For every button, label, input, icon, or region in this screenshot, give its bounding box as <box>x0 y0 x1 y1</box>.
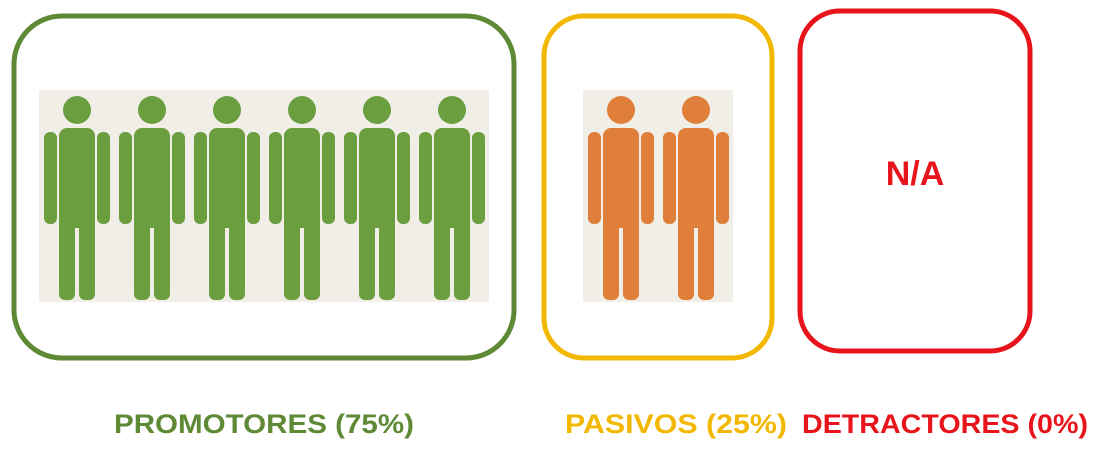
group-label: DETRACTORES (0%) <box>802 409 1088 439</box>
group-label: PASIVOS (25%) <box>565 409 787 439</box>
icon-panel <box>39 90 489 302</box>
group-label: PROMOTORES (75%) <box>114 409 414 439</box>
group-box <box>11 13 517 361</box>
empty-text: N/A <box>886 155 945 193</box>
group-box <box>797 8 1033 354</box>
group-box <box>541 13 775 361</box>
